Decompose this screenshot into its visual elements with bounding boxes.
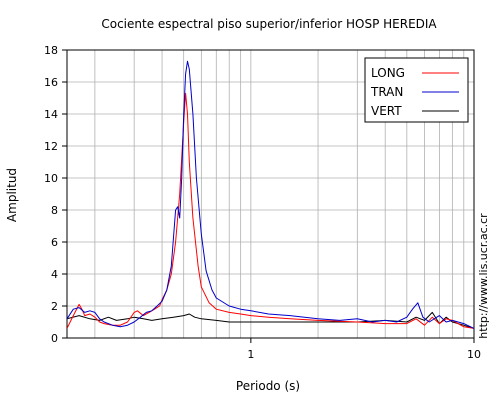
y-tick-label: 12 (44, 140, 58, 153)
plot-frame (66, 49, 475, 339)
legend-label-vert: VERT (371, 104, 402, 118)
legend: LONG TRAN VERT (364, 57, 469, 123)
y-tick-label: 16 (44, 76, 58, 89)
series-line-long (67, 92, 474, 329)
y-axis-label: Amplitud (5, 168, 19, 222)
x-tick-label: 1 (247, 348, 254, 361)
y-tick-label: 2 (51, 300, 58, 313)
x-tick-label: 10 (467, 348, 481, 361)
series-line-tran (67, 60, 474, 329)
y-tick-label: 8 (51, 204, 58, 217)
y-tick-label: 6 (51, 236, 58, 249)
series-line-vert (67, 311, 474, 329)
y-tick-label: 14 (44, 108, 58, 121)
legend-label-tran: TRAN (370, 85, 403, 99)
y-tick-label: 4 (51, 268, 58, 281)
y-tick-label: 0 (51, 332, 58, 345)
chart-title: Cociente espectral piso superior/inferio… (101, 17, 437, 31)
legend-label-long: LONG (371, 66, 405, 80)
y-tick-label: 18 (44, 44, 58, 57)
x-axis-label: Periodo (s) (236, 379, 300, 393)
axis-ticks: 0 2 4 6 8 10 12 14 16 18 1 10 (44, 44, 481, 361)
series-layer (67, 60, 474, 329)
y-tick-label: 10 (44, 172, 58, 185)
source-url-label: http://www.lis.ucr.ac.cr (477, 213, 490, 339)
